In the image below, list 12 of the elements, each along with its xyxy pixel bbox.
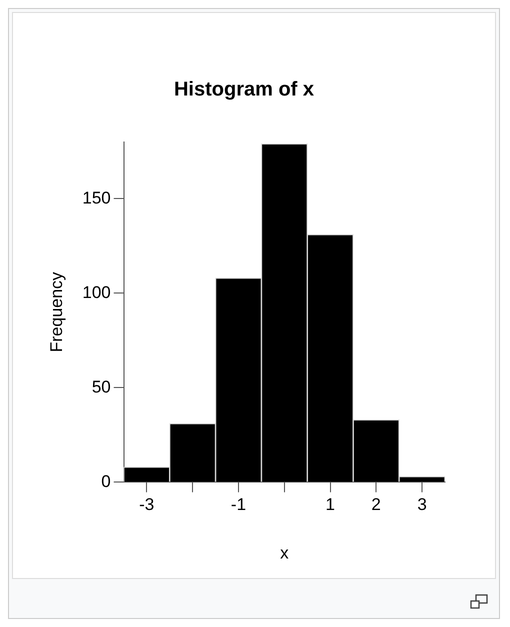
x-tick-label: 3 [417,495,427,514]
x-tick-label: -1 [230,495,246,514]
x-axis-title: x [280,543,290,562]
x-tick-label: -3 [139,495,154,514]
chart-title: Histogram of x [174,78,314,101]
y-tick-label: 100 [82,282,111,302]
x-tick-label: 1 [326,495,336,514]
y-tick-label: 50 [92,377,111,396]
y-tick-label: 150 [82,188,111,208]
y-axis-title: Frequency [46,271,66,352]
x-tick-label: 2 [371,495,381,514]
y-tick-label: 0 [101,472,111,491]
